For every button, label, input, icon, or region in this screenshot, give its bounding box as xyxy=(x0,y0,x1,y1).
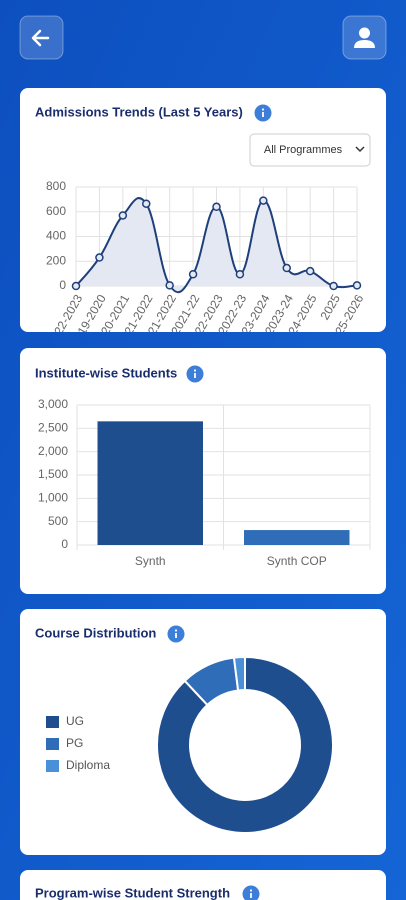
y-tick-label: 0 xyxy=(61,537,68,551)
legend-item[interactable]: Diploma xyxy=(46,758,110,772)
chart-title: Admissions Trends (Last 5 Years) xyxy=(35,104,243,119)
y-tick-label: 2,500 xyxy=(38,421,68,435)
legend-swatch xyxy=(46,738,59,750)
x-tick-label: Synth xyxy=(135,554,166,568)
point xyxy=(235,269,245,279)
card xyxy=(20,870,386,900)
legend-item[interactable]: UG xyxy=(46,714,84,728)
bar-chart: 0 500 1,000 1,500 2,000 2,500 3,000 Synth Synth … xyxy=(38,397,371,568)
y-tick-label: 500 xyxy=(48,514,68,528)
slice xyxy=(232,655,246,692)
point xyxy=(329,281,338,291)
info-icon-dot xyxy=(174,629,178,632)
point xyxy=(352,281,362,290)
y-tick-label: 600 xyxy=(46,204,66,218)
y-tick-label: 1,500 xyxy=(38,467,68,481)
point xyxy=(71,281,81,291)
bar xyxy=(97,421,203,545)
y-tick-label: 3,000 xyxy=(38,397,68,411)
x-tick-label: Synth COP xyxy=(267,554,327,568)
info-icon-dot xyxy=(261,108,265,111)
y-tick-label: 400 xyxy=(46,229,66,243)
point xyxy=(118,211,128,220)
slice xyxy=(156,655,334,834)
point xyxy=(282,263,291,273)
legend-label: UG xyxy=(66,714,84,728)
dropdown-label: All Programmes xyxy=(264,144,343,156)
y-tick-label: 800 xyxy=(46,179,66,193)
legend-label: Diploma xyxy=(66,758,110,772)
section-title: Program-wise Student Strength xyxy=(35,885,230,900)
doughnut-chart: UG PG Diploma xyxy=(46,655,334,834)
info-icon-dot xyxy=(249,889,253,892)
point xyxy=(165,281,174,290)
point xyxy=(259,196,268,205)
info-icon-dot xyxy=(193,369,197,372)
y-tick-label: 2,000 xyxy=(38,444,68,458)
point xyxy=(142,199,151,208)
bar xyxy=(244,530,350,545)
y-tick-label: 1,000 xyxy=(38,491,68,505)
info-icon[interactable] xyxy=(242,885,260,900)
legend-item[interactable]: PG xyxy=(46,736,83,750)
point xyxy=(212,202,221,212)
y-tick-label: 200 xyxy=(46,253,66,267)
legend-swatch xyxy=(46,716,59,728)
point xyxy=(188,269,198,279)
point xyxy=(305,266,315,276)
card xyxy=(20,348,386,594)
info-icon[interactable] xyxy=(186,365,204,383)
y-tick-label: 0 xyxy=(59,278,66,292)
profile-button[interactable] xyxy=(342,15,387,60)
chart-title: Institute-wise Students xyxy=(35,365,177,380)
point xyxy=(95,253,104,262)
legend-swatch xyxy=(46,760,59,772)
chart-title: Course Distribution xyxy=(35,625,156,640)
filter-dropdown[interactable]: All Programmes xyxy=(249,133,371,167)
back-button[interactable] xyxy=(19,15,64,60)
legend-label: PG xyxy=(66,736,83,750)
info-icon[interactable] xyxy=(254,104,272,122)
info-icon[interactable] xyxy=(167,625,185,643)
info-icon-bg xyxy=(242,885,260,900)
